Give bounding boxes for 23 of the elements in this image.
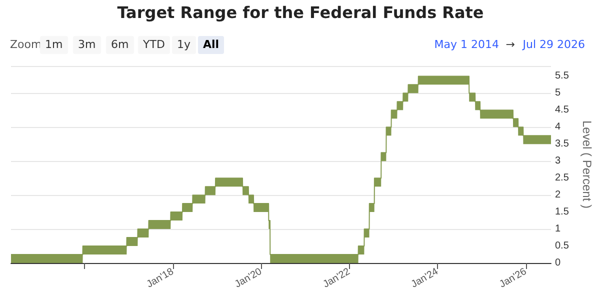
text: 6m	[106, 36, 134, 54]
text: 1y	[172, 36, 196, 54]
y-tick-label: 3	[555, 156, 561, 167]
text: 3m	[73, 36, 101, 54]
y-tick-label: 5.5	[555, 70, 570, 82]
text: Jul 29 2026	[522, 37, 585, 53]
y-tick-label: 4.5	[555, 104, 570, 116]
text: YTD	[138, 36, 170, 54]
y-tick-label: 5	[555, 88, 561, 99]
y-tick-label: 4	[555, 122, 561, 133]
text: All	[198, 36, 224, 54]
text: 1m	[40, 36, 68, 54]
y-tick-label: 2.5	[555, 172, 570, 184]
y-axis-title: Level ( Percent )	[580, 120, 594, 209]
text: May 1 2014	[434, 37, 499, 53]
text: →	[506, 37, 515, 53]
y-tick-label: 1	[555, 224, 561, 235]
chart-title: Target Range for the Federal Funds Rate	[116, 3, 485, 22]
y-tick-label: 1.5	[555, 206, 570, 218]
y-tick-label: 0.5	[555, 240, 570, 252]
y-tick-label: 0	[555, 258, 561, 268]
y-tick-label: 2	[555, 190, 561, 201]
y-tick-label: 3.5	[555, 138, 570, 150]
